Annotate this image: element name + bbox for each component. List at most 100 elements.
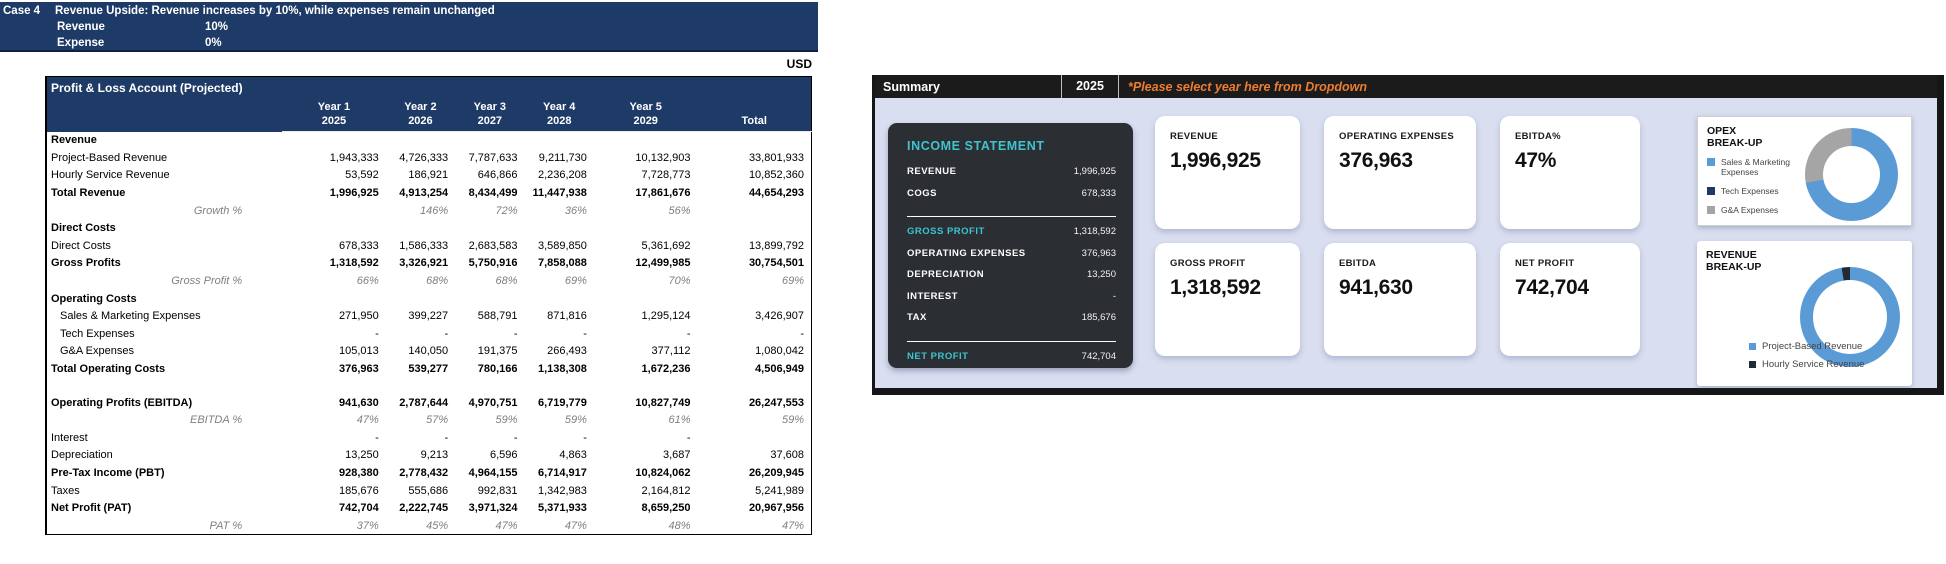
income-divider [907, 216, 1116, 217]
pnl-row-label [46, 378, 282, 394]
income-row-value: 1,318,592 [1073, 226, 1116, 237]
income-row-value: 1,996,925 [1073, 166, 1116, 177]
legend-label: Sales & Marketing Expenses [1721, 157, 1790, 177]
pnl-cell-value: - [375, 327, 379, 340]
assumption-value: 10% [205, 21, 229, 33]
assumption-label: Expense [57, 37, 105, 49]
income-row-label: REVENUE [907, 166, 957, 177]
pnl-cell-value: 59% [495, 414, 518, 427]
legend-item: Project-Based Revenue [1749, 341, 1864, 352]
pnl-cell-value: 742,704 [338, 502, 379, 515]
year-dropdown[interactable]: 2025 [1061, 75, 1119, 98]
pnl-cell-value: 1,295,124 [641, 310, 691, 323]
income-statement-row: DEPRECIATION 13,250 [907, 269, 1116, 291]
pnl-cell-value: 10,132,903 [635, 151, 691, 164]
pnl-row-label: Gross Profit % [171, 275, 243, 288]
pnl-cell-value [282, 219, 386, 237]
pnl-cell-value: 66% [356, 275, 379, 288]
pnl-cell-value: 871,816 [547, 310, 587, 323]
kpi-card-net-profit: NET PROFIT 742,704 [1500, 243, 1640, 356]
pnl-cell-value: 7,787,633 [468, 151, 518, 164]
revenue-chart-title: REVENUE BREAK-UP [1706, 249, 1762, 273]
pnl-table: Profit & Loss Account (Projected) Year 1… [45, 76, 812, 536]
pnl-row-label: Sales & Marketing Expenses [60, 310, 201, 323]
pnl-cell-value: 68% [426, 275, 449, 288]
pnl-cell-value: 61% [668, 414, 691, 427]
pnl-cell-value: 47% [781, 519, 804, 532]
col-header-2028: 2028 [524, 114, 594, 132]
legend-swatch-icon [1749, 361, 1756, 368]
pnl-cell-value: 4,506,949 [755, 363, 804, 376]
pnl-cell-value: 8,659,250 [641, 502, 691, 515]
currency-label: USD [786, 57, 812, 71]
kpi-value: 742,704 [1515, 276, 1589, 299]
assumption-label: Revenue [57, 21, 105, 33]
pnl-cell-value: 140,050 [408, 345, 449, 358]
donut-hole [1823, 146, 1880, 203]
pnl-row: Direct Costs 678,333 1,586,333 2,683,583 3,5… [46, 237, 812, 255]
pnl-cell-value: 4,964,155 [468, 466, 518, 479]
pnl-cell-value: 105,013 [338, 345, 379, 358]
pnl-cell-value: 7,728,773 [641, 169, 691, 182]
revenue-legend: Project-Based Revenue Hourly Service Reve… [1749, 341, 1864, 377]
pnl-cell-value: 539,277 [408, 363, 449, 376]
pnl-cell-value: 271,950 [338, 310, 379, 323]
kpi-label: NET PROFIT [1515, 258, 1575, 269]
pnl-cell-value [386, 132, 455, 150]
pnl-cell-value: 69% [781, 275, 804, 288]
pnl-cell-value: 1,996,925 [329, 187, 379, 200]
pnl-cell-value: 191,375 [477, 345, 518, 358]
col-header-2026: 2026 [385, 114, 456, 132]
revenue-breakup-card: REVENUE BREAK-UP Project-Based Revenue Hou… [1697, 241, 1912, 386]
income-statement-row: COGS 678,333 [907, 188, 1116, 210]
pnl-cell-value: 26,209,945 [748, 466, 804, 479]
kpi-card-revenue: REVENUE 1,996,925 [1155, 116, 1300, 229]
income-row-label: INTEREST [907, 290, 958, 302]
pnl-cell-value: 5,750,916 [468, 257, 518, 270]
pnl-cell-value: 5,241,989 [755, 484, 804, 497]
pnl-cell-value: 678,333 [338, 239, 379, 252]
pnl-cell-value [697, 219, 811, 237]
income-statement-title: INCOME STATEMENT [907, 139, 1045, 153]
pnl-cell-value: 3,589,850 [537, 239, 587, 252]
scenario-case-label: Case 4 [3, 5, 41, 17]
col-header-year2: Year 2 [404, 101, 437, 113]
pnl-cell-value: 13,250 [345, 449, 379, 462]
pnl-row-label: Revenue [51, 134, 97, 147]
col-header-year4: Year 4 [543, 101, 576, 113]
legend-item: Tech Expenses [1707, 186, 1812, 196]
pnl-row: Total Revenue 1,996,925 4,913,254 8,434,499… [46, 184, 812, 202]
pnl-cell-value: 36% [564, 204, 587, 217]
kpi-card-gross-profit: GROSS PROFIT 1,318,592 [1155, 243, 1300, 356]
legend-swatch-icon [1707, 206, 1715, 214]
pnl-cell-value: 1,080,042 [755, 345, 804, 358]
pnl-row [46, 378, 812, 394]
pnl-cell-value: 4,913,254 [399, 187, 449, 200]
scenario-assumption-row: Revenue 10% [0, 19, 818, 35]
kpi-label: OPERATING EXPENSES [1339, 131, 1455, 142]
col-header-2025: 2025 [282, 114, 386, 132]
income-row-label: DEPRECIATION [907, 269, 985, 280]
pnl-row: Operating Costs [46, 290, 812, 308]
pnl-cell-value: 37% [356, 519, 379, 532]
pnl-row-label: Operating Costs [51, 292, 137, 305]
pnl-cell-value: 399,227 [408, 310, 449, 323]
pnl-cell-value: 26,247,553 [748, 396, 804, 409]
income-row-value: 13,250 [1086, 269, 1116, 280]
income-row-label: GROSS PROFIT [907, 226, 985, 237]
pnl-cell-value: 10,827,749 [635, 396, 691, 409]
kpi-value: 1,996,925 [1170, 149, 1261, 172]
pnl-cell-value: 44,654,293 [748, 187, 804, 200]
assumption-value: 0% [205, 37, 222, 49]
kpi-label: GROSS PROFIT [1170, 258, 1246, 269]
pnl-row-label: Pre-Tax Income (PBT) [51, 466, 165, 479]
pnl-cell-value [282, 290, 386, 308]
opex-donut-chart [1805, 128, 1898, 221]
kpi-card-ebitda: EBITDA 941,630 [1324, 243, 1476, 356]
pnl-cell-value: 11,447,938 [532, 187, 587, 200]
income-row-value: 678,333 [1081, 187, 1116, 199]
pnl-row-label: Total Operating Costs [51, 363, 166, 376]
pnl-row-label: Gross Profits [51, 257, 121, 270]
pnl-row: Depreciation 13,250 9,213 6,596 4,863 3,687 37… [46, 447, 812, 465]
pnl-cell-value: - [583, 327, 587, 340]
